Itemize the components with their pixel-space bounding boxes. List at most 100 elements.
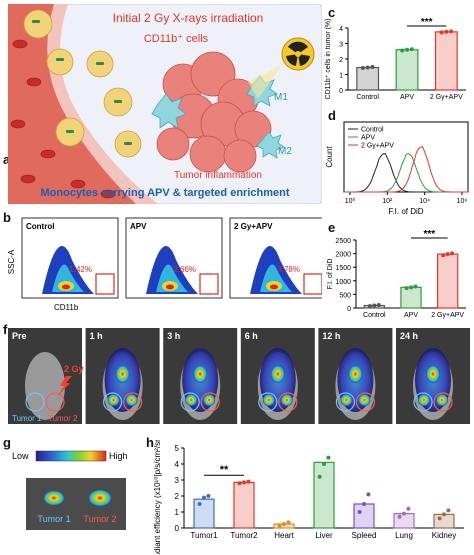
tumor1-fluorescence <box>44 491 64 505</box>
panel-label-a: a <box>3 152 11 167</box>
significance-label: *** <box>421 18 433 28</box>
data-point <box>242 480 246 485</box>
bar <box>356 66 380 91</box>
panel-g-tumor2: Tumor 2 <box>83 514 116 524</box>
gate-box <box>199 273 219 295</box>
bar <box>233 481 255 529</box>
data-point <box>370 65 375 70</box>
y-tick-label: 2 <box>175 492 180 501</box>
panel-a-cells-label: CD11b⁺ cells <box>144 33 209 45</box>
data-point <box>409 47 414 52</box>
data-point <box>405 47 409 52</box>
data-point <box>372 303 377 308</box>
x-tick-label: 10² <box>382 198 393 205</box>
fluorescence-organ <box>426 365 440 383</box>
significance-label: *** <box>423 229 435 240</box>
data-point <box>237 481 242 486</box>
data-point <box>439 30 444 35</box>
x-tick-label: Liver <box>315 531 333 540</box>
data-point <box>246 479 251 484</box>
tumor2-roi <box>200 392 220 412</box>
tumor2-roi <box>122 392 143 412</box>
y-tick-label: 500 <box>339 292 351 299</box>
fluorescence-tumor2 <box>125 394 138 406</box>
histogram-series <box>344 145 468 193</box>
y-tick-label: 1500 <box>335 265 351 272</box>
colorbar <box>35 450 107 462</box>
tumor1-roi <box>25 392 45 412</box>
y-tick-label: 3 <box>339 42 343 49</box>
bar <box>400 286 422 309</box>
data-point <box>437 516 442 521</box>
y-tick-label: 2000 <box>335 252 351 259</box>
x-tick-label: APV <box>404 312 418 319</box>
time-label: 1 h <box>90 331 103 341</box>
time-label: 12 h <box>322 331 340 341</box>
colorbar-high: High <box>109 451 128 461</box>
chart-d: 10⁰ 10² 10⁴ 10⁶ F.I. of DiD Count ControlAPV2 … <box>325 121 469 216</box>
blood-vessel-lumen <box>8 4 136 204</box>
lightning-icon <box>58 376 72 396</box>
fluorescence-tumor2 <box>358 394 371 406</box>
data-point <box>206 494 211 498</box>
x-tick-label: 2 Gy+APV <box>430 94 463 101</box>
legend-label: 2 Gy+APV <box>361 143 394 150</box>
y-axis-label: Count <box>325 146 334 168</box>
fluorescence-tumor1 <box>262 394 275 406</box>
fluorescence-organ <box>115 365 130 383</box>
gate-percent: 2.66% <box>173 265 196 274</box>
legend-label: APV <box>361 135 375 142</box>
data-point <box>442 512 446 517</box>
data-point <box>397 514 402 519</box>
x-tick-label: Heart <box>274 531 294 540</box>
bar <box>434 31 458 91</box>
time-label: 3 h <box>167 331 180 341</box>
x-tick-label: Tumor2 <box>230 531 258 540</box>
tumor2-roi <box>45 392 65 412</box>
data-point <box>450 251 455 256</box>
time-label: 24 h <box>400 331 418 341</box>
panel-label-d: d <box>328 108 336 123</box>
y-tick-label: 0 <box>339 88 343 95</box>
fluorescence-tumor1 <box>185 394 198 406</box>
data-point <box>317 474 322 479</box>
tumor2-fluorescence <box>89 490 111 506</box>
tumor1-roi <box>102 392 123 412</box>
density-peak <box>166 284 174 290</box>
x-tick-label: 2 Gy+APV <box>431 312 464 319</box>
panel-a-m1: M1 <box>274 92 288 103</box>
y-tick-label: 0 <box>175 524 180 533</box>
tumor2-roi <box>355 392 375 412</box>
significance-label: ** <box>220 464 229 476</box>
panel-a-inflammation: Tumor inflammation <box>174 170 262 181</box>
panel-b-xaxis: CD11b <box>54 303 79 312</box>
x-tick-label: Spleed <box>352 531 377 540</box>
data-point <box>360 65 365 70</box>
data-point <box>322 462 326 466</box>
tumor-cells <box>156 51 272 173</box>
y-tick-label: 1 <box>175 508 180 517</box>
panel-f-svg: Pre 1 h 3 h 6 h 12 h 24 h 2 Gy Tumor 1 Tumor 2 <box>8 328 470 424</box>
histogram-series <box>344 153 468 193</box>
y-tick-label: 0 <box>347 306 351 313</box>
bar <box>353 503 375 529</box>
y-axis-label: CD11b⁺ cells in tumor (%) <box>325 19 332 100</box>
data-point <box>449 29 454 34</box>
data-point <box>441 253 446 258</box>
gate-percent: 3.78% <box>277 265 300 274</box>
data-point <box>282 522 286 526</box>
panel-a-m2: M2 <box>278 146 292 157</box>
chart-h: 0 1 2 3 4 5 Avg radiant efficiency (x10¹⁰[p/s/… <box>153 440 464 554</box>
y-tick-label: 1000 <box>335 279 351 286</box>
time-label: Pre <box>12 331 27 341</box>
data-point <box>366 492 371 497</box>
monocytes <box>23 9 142 158</box>
fluorescence-tumor1 <box>418 394 430 406</box>
panel-f: Pre 1 h 3 h 6 h 12 h 24 h 2 Gy Tumor 1 Tumor 2 <box>8 328 470 428</box>
data-point <box>365 65 370 70</box>
panel-a-caption: Monocytes carrying APV & targeted enrich… <box>41 187 290 199</box>
chart-e: 0 500 1000 1500 2000 2500 F.I. of DiD Control AP… <box>327 229 466 319</box>
data-point <box>362 502 366 506</box>
colorbar-low: Low <box>12 451 29 461</box>
fluorescence-tumor2 <box>203 394 216 406</box>
